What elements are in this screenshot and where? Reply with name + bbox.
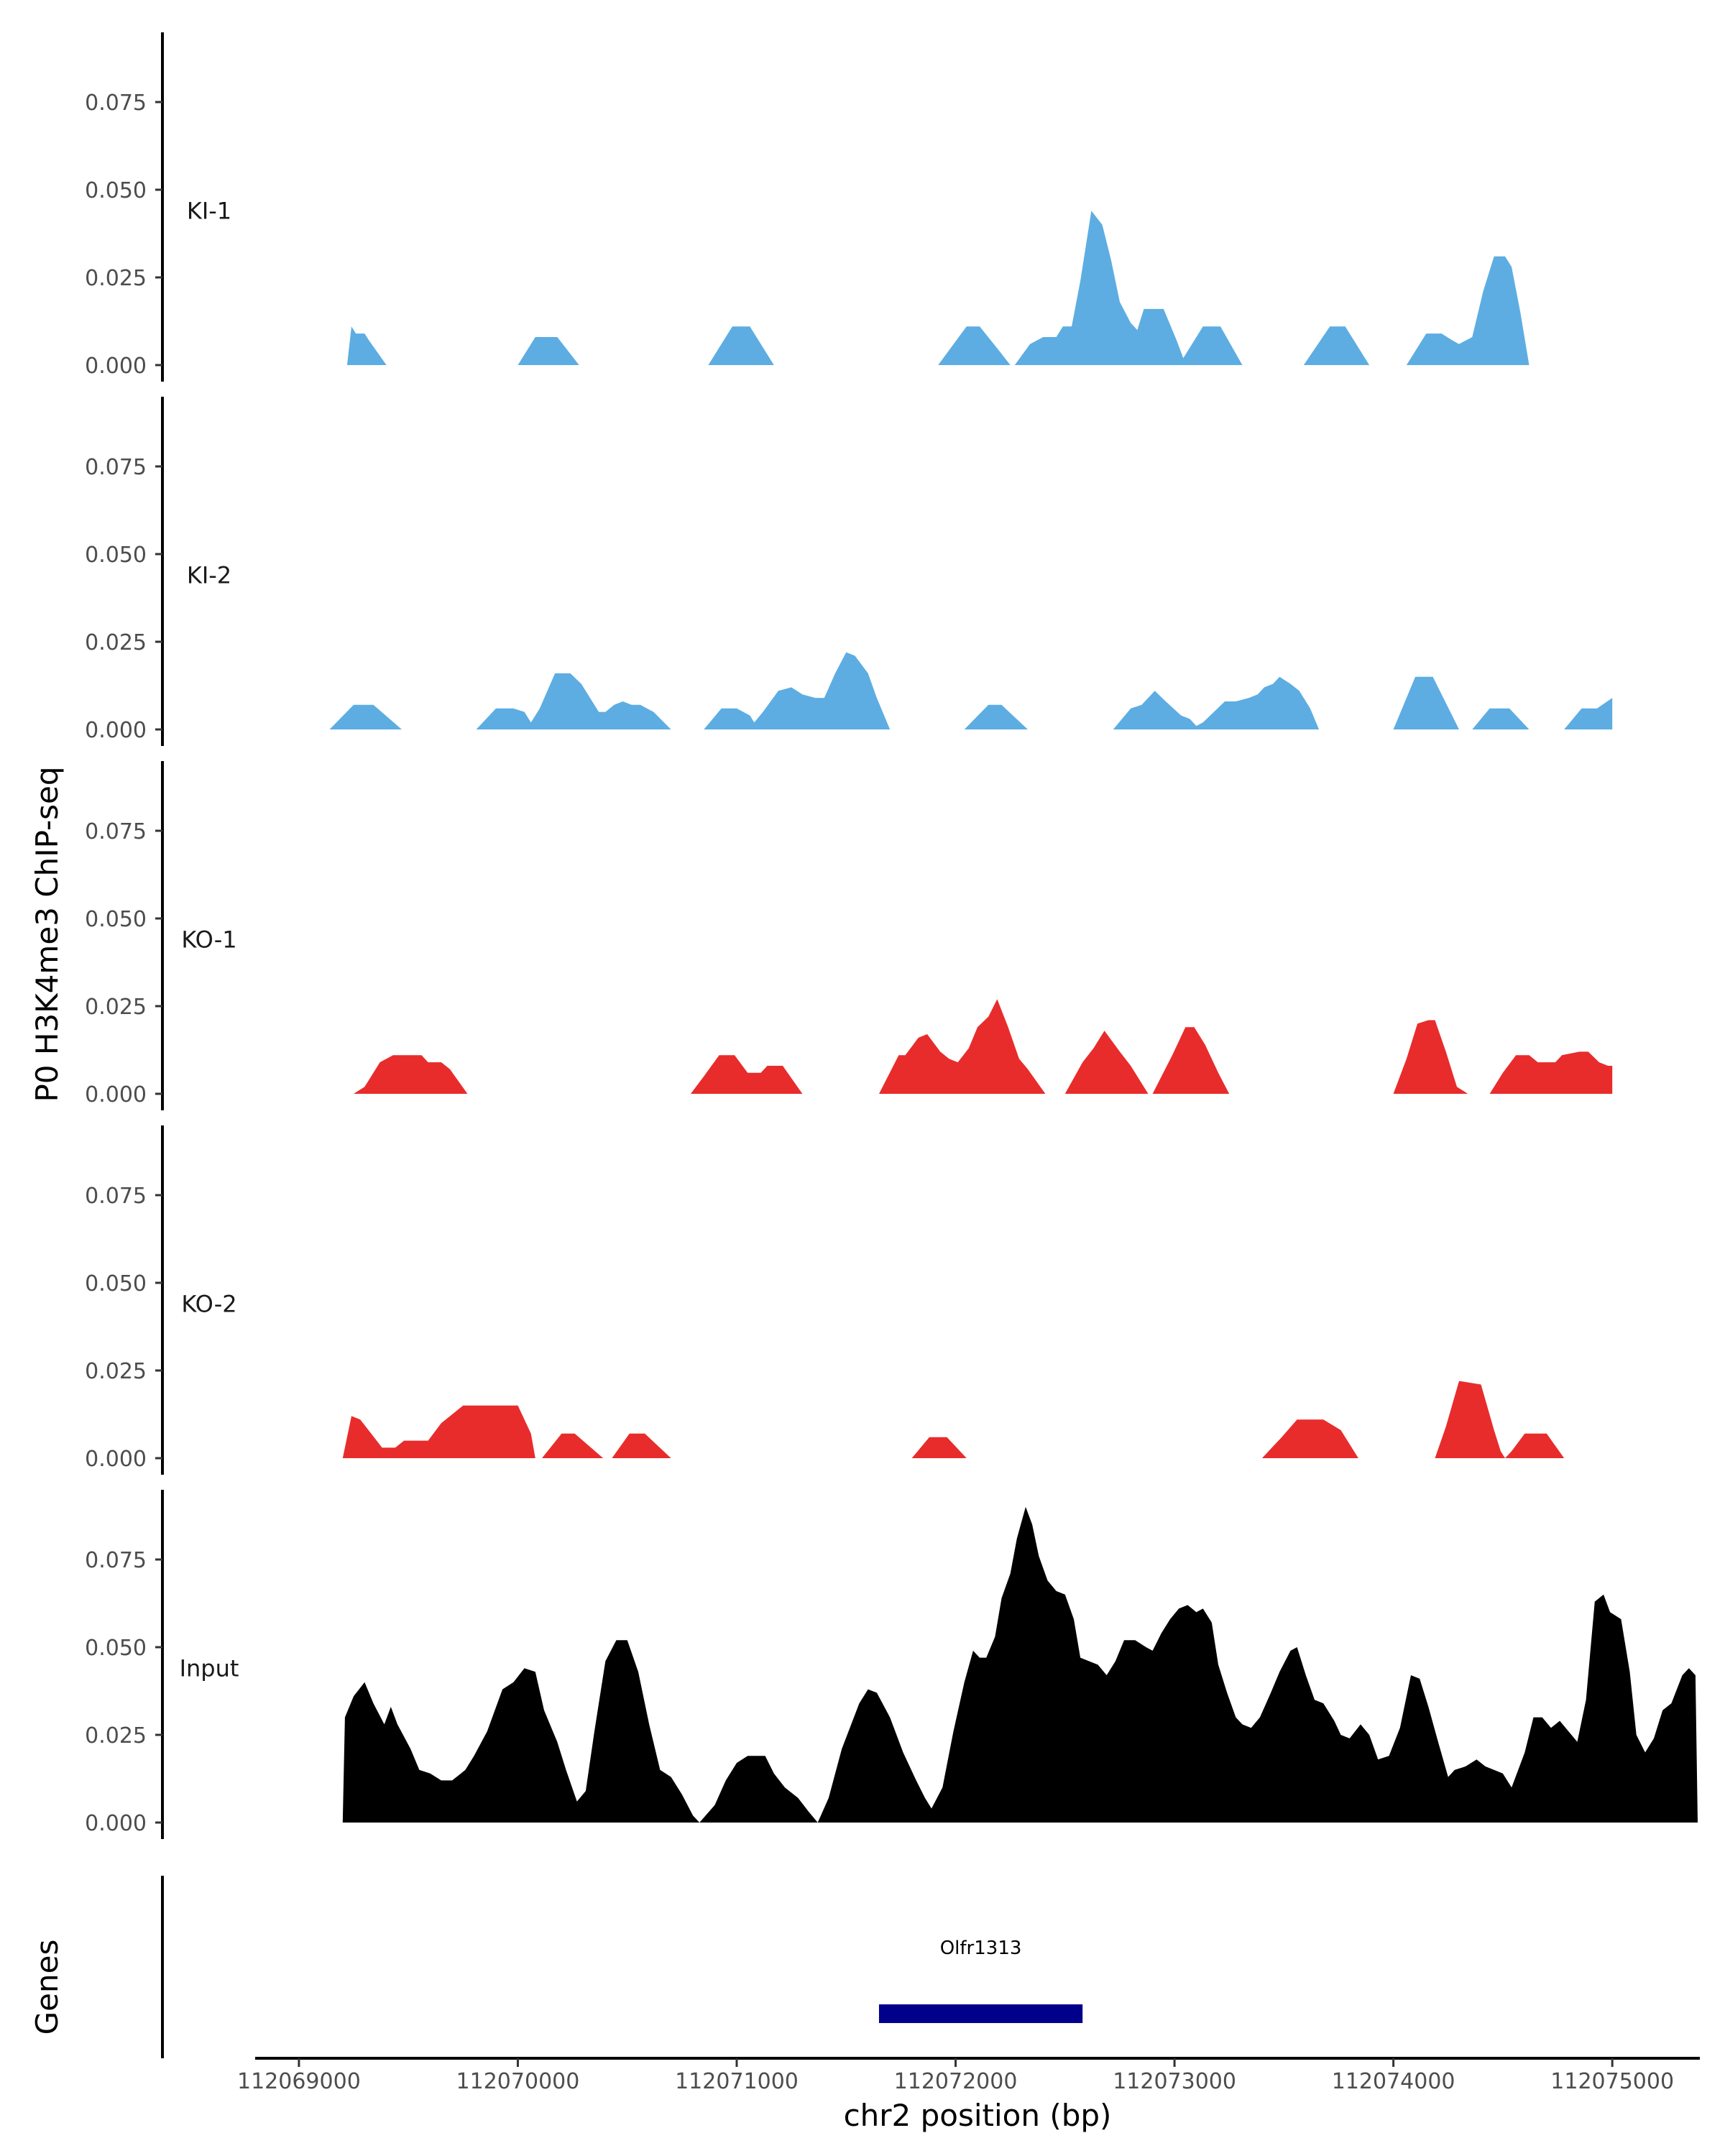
track-panel-ki-2: 0.000 0.025 0.050 0.075 KI-2 — [85, 397, 1613, 746]
y-tick-label: 0.075 — [85, 819, 147, 844]
y-tick-label: 0.050 — [85, 1636, 147, 1661]
track-panel-input: 0.000 0.025 0.050 0.075 Input — [85, 1490, 1698, 1839]
y-tick-label: 0.025 — [85, 1359, 147, 1384]
y-tick-label: 0.025 — [85, 630, 147, 655]
y-tick-label: 0.025 — [85, 1723, 147, 1749]
genes-axis-title: Genes — [29, 1940, 65, 2035]
y-tick-label: 0.025 — [85, 995, 147, 1020]
track-label-ko-1: KO-1 — [181, 926, 236, 953]
track-label-input: Input — [180, 1654, 239, 1682]
y-tick-label: 0.075 — [85, 455, 147, 480]
y-tick-label: 0.000 — [85, 1082, 147, 1107]
coverage-area-ko-2 — [342, 1381, 1565, 1458]
x-tick-label: 112075000 — [1550, 2069, 1674, 2094]
tracks-layer: 0.0000.0250.0500.075KI-10.0000.0250.0500… — [85, 32, 1698, 1839]
x-tick-label: 112072000 — [894, 2069, 1018, 2094]
y-tick-label: 0.075 — [85, 1184, 147, 1209]
coverage-area-ki-2 — [329, 652, 1613, 729]
y-tick-label: 0.050 — [85, 178, 147, 203]
genes-panel: Olfr1313 — [161, 1876, 1083, 2058]
y-tick-label: 0.050 — [85, 1271, 147, 1296]
track-label-ki-1: KI-1 — [187, 197, 231, 224]
x-axis: 112069000 112070000 112071000 112072000 1120… — [237, 2057, 1700, 2094]
track-label-ki-2: KI-2 — [187, 561, 231, 589]
x-tick-label: 112073000 — [1113, 2069, 1236, 2094]
coverage-area-ki-1 — [346, 211, 1530, 365]
y-axis-title: P0 H3K4me3 ChIP-seq — [29, 766, 65, 1102]
gene-bar-olfr1313 — [878, 2004, 1083, 2023]
y-tick-label: 0.000 — [85, 1447, 147, 1472]
x-tick-label: 112071000 — [675, 2069, 799, 2094]
x-tick-label: 112074000 — [1332, 2069, 1455, 2094]
x-axis-title: chr2 position (bp) — [844, 2098, 1112, 2133]
y-tick-label: 0.000 — [85, 1811, 147, 1836]
x-tick-label: 112069000 — [237, 2069, 361, 2094]
track-panel-ko-1: 0.000 0.025 0.050 0.075 KO-1 — [85, 761, 1613, 1110]
y-tick-label: 0.000 — [85, 718, 147, 743]
y-tick-label: 0.025 — [85, 266, 147, 291]
y-tick-label: 0.000 — [85, 354, 147, 379]
y-tick-label: 0.050 — [85, 907, 147, 932]
track-panel-ko-2: 0.000 0.025 0.050 0.075 KO-2 — [85, 1125, 1565, 1475]
coverage-area-ko-1 — [354, 999, 1613, 1094]
track-label-ko-2: KO-2 — [181, 1290, 236, 1317]
y-tick-label: 0.075 — [85, 1548, 147, 1573]
coverage-area-input — [342, 1506, 1698, 1823]
x-tick-label: 112070000 — [456, 2069, 580, 2094]
y-tick-label: 0.050 — [85, 543, 147, 568]
gene-label: Olfr1313 — [940, 1938, 1022, 1959]
track-panel-ki-1: 0.000 0.025 0.050 0.075 KI-1 — [85, 32, 1530, 382]
y-tick-label: 0.075 — [85, 91, 147, 116]
